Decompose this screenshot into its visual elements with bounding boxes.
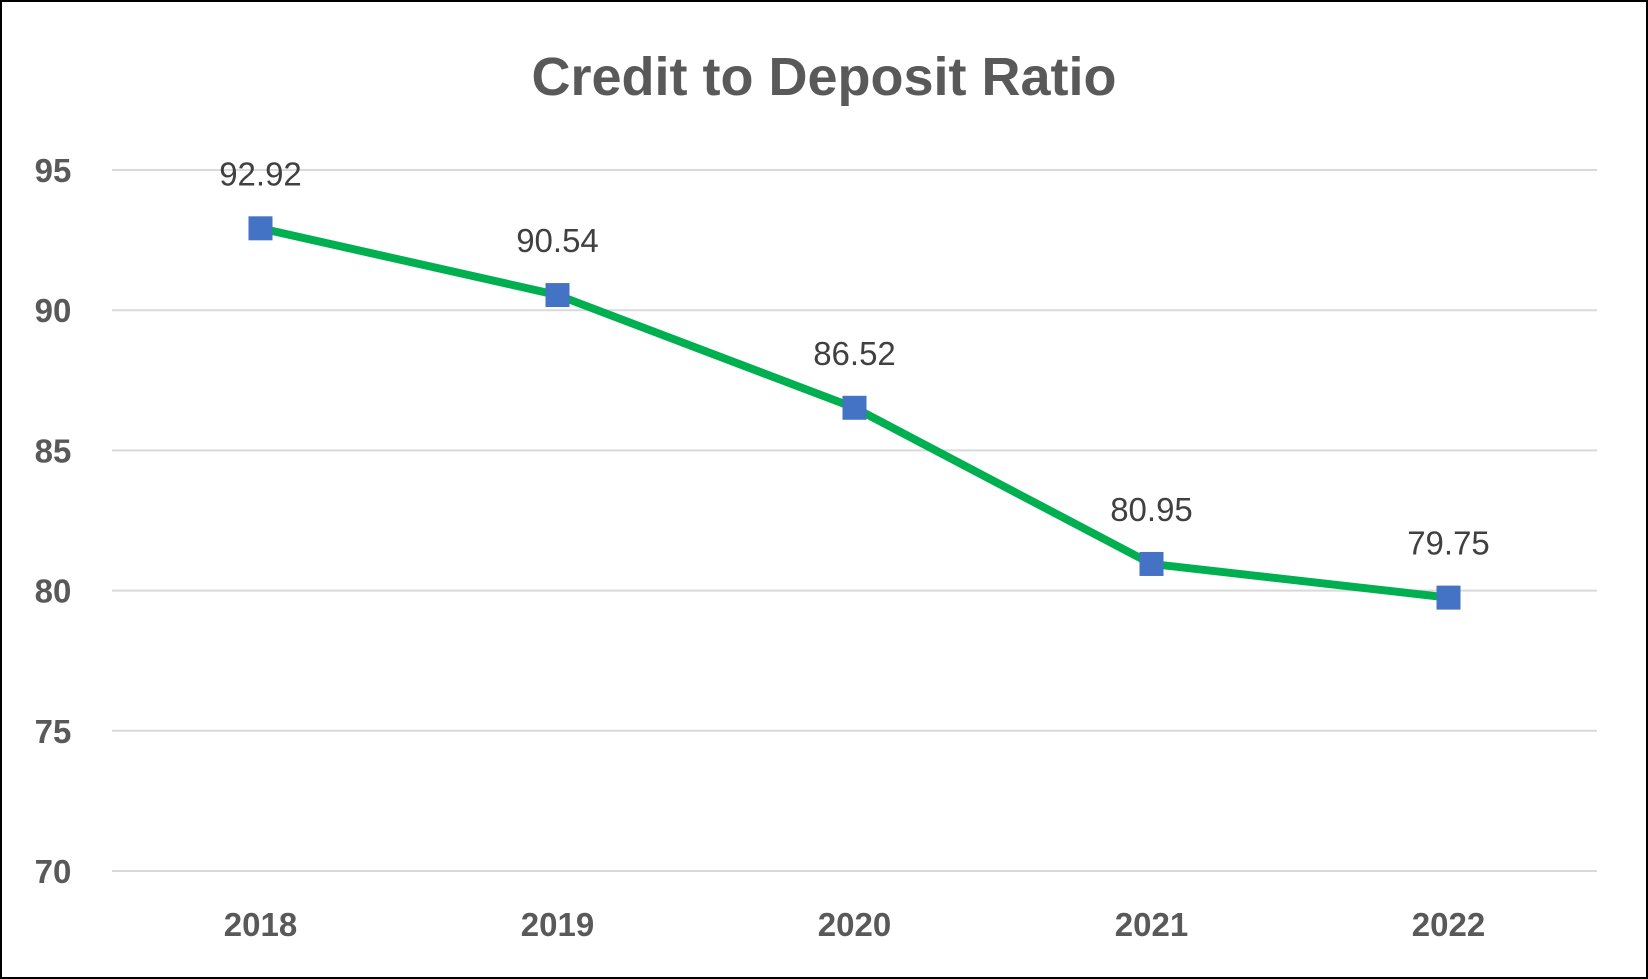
data-label: 79.75	[1407, 525, 1490, 562]
x-axis-ticks: 2018 2019 2020 2021 2022	[224, 906, 1485, 943]
data-label: 80.95	[1110, 491, 1193, 528]
y-tick-label: 75	[35, 713, 72, 750]
x-tick-label: 2022	[1412, 906, 1485, 943]
y-tick-label: 90	[35, 292, 72, 329]
data-point-marker	[545, 283, 570, 308]
y-tick-label: 70	[35, 853, 72, 890]
data-point-marker	[842, 395, 867, 420]
chart-title: Credit to Deposit Ratio	[531, 47, 1116, 107]
data-point-marker	[1139, 551, 1164, 576]
data-label: 90.54	[516, 222, 599, 259]
series-markers	[248, 216, 1461, 610]
y-tick-label: 80	[35, 573, 72, 610]
y-tick-label: 95	[35, 152, 72, 189]
x-tick-label: 2020	[818, 906, 891, 943]
data-point-marker	[1436, 585, 1461, 610]
y-axis-ticks: 70 75 80 85 90 95	[35, 152, 72, 890]
x-tick-label: 2019	[521, 906, 594, 943]
x-tick-label: 2018	[224, 906, 297, 943]
x-tick-label: 2021	[1115, 906, 1188, 943]
data-labels: 92.92 90.54 86.52 80.95 79.75	[219, 155, 1490, 561]
data-label: 86.52	[813, 335, 896, 372]
gridlines	[112, 169, 1597, 872]
data-point-marker	[248, 216, 273, 241]
y-tick-label: 85	[35, 432, 72, 469]
data-label: 92.92	[219, 155, 302, 192]
